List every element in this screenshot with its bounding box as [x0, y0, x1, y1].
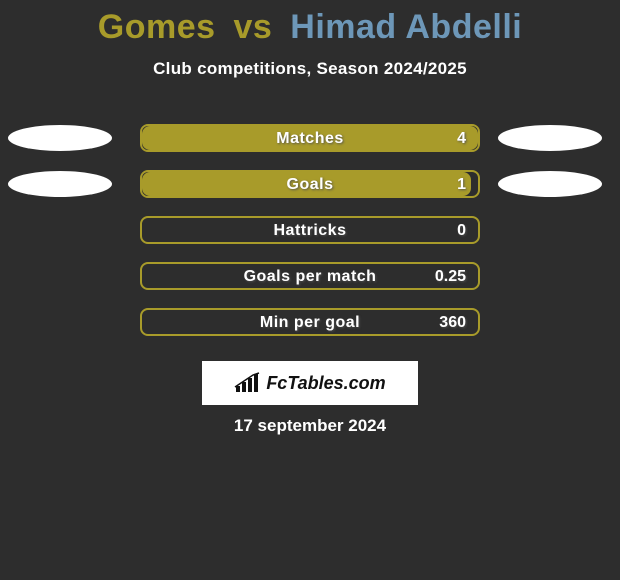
player1-name: Gomes [98, 8, 216, 46]
brand-box: FcTables.com [202, 361, 418, 405]
stat-label: Hattricks [142, 222, 478, 240]
comparison-chart: Matches4Goals1Hattricks0Goals per match0… [0, 124, 620, 354]
player2-ellipse [498, 171, 602, 197]
page-title: Gomes vs Himad Abdelli [0, 8, 620, 47]
stat-label: Goals per match [142, 268, 478, 286]
stat-row: Hattricks0 [0, 216, 620, 262]
stat-row: Matches4 [0, 124, 620, 170]
stat-value: 0 [457, 222, 466, 240]
bar-track: Goals1 [140, 170, 480, 198]
bar-track: Matches4 [140, 124, 480, 152]
stat-row: Min per goal360 [0, 308, 620, 354]
stat-label: Min per goal [142, 314, 478, 332]
brand-chart-icon [234, 372, 260, 394]
stat-row: Goals1 [0, 170, 620, 216]
bar-track: Goals per match0.25 [140, 262, 480, 290]
bar-fill [142, 126, 478, 150]
player2-ellipse [498, 125, 602, 151]
player1-ellipse [8, 171, 112, 197]
subtitle: Club competitions, Season 2024/2025 [0, 59, 620, 79]
stat-value: 0.25 [435, 268, 466, 286]
stat-value: 360 [439, 314, 466, 332]
bar-fill [142, 172, 471, 196]
player2-name: Himad Abdelli [290, 8, 522, 46]
stat-row: Goals per match0.25 [0, 262, 620, 308]
bar-track: Hattricks0 [140, 216, 480, 244]
player1-ellipse [8, 125, 112, 151]
bar-track: Min per goal360 [140, 308, 480, 336]
date-text: 17 september 2024 [0, 416, 620, 436]
vs-label: vs [234, 8, 273, 46]
brand-text: FcTables.com [266, 373, 385, 394]
